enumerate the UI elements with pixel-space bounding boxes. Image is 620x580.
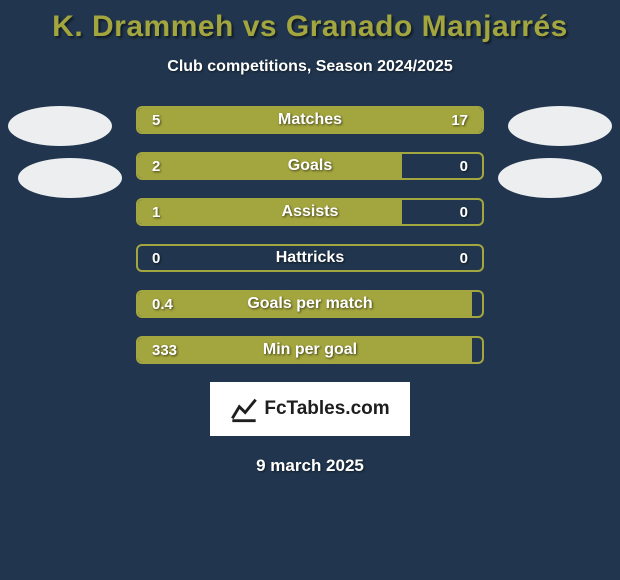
stat-value-right: 0: [446, 200, 482, 224]
stat-label: Hattricks: [138, 246, 482, 270]
bar-track: 20Goals: [136, 152, 484, 180]
bar-track: 10Assists: [136, 198, 484, 226]
player2-avatar-icon: [508, 106, 612, 146]
player1-avatar-icon: [8, 106, 112, 146]
stat-row: 333Min per goal: [136, 336, 484, 364]
comparison-chart: 517Matches20Goals10Assists00Hattricks0.4…: [0, 106, 620, 364]
stat-value-left: 2: [138, 154, 174, 178]
stat-row: 0 0Hattricks: [136, 244, 484, 272]
bar-track: 0.4Goals per match: [136, 290, 484, 318]
player1-avatar-icon: [18, 158, 122, 198]
stat-row: 0.4Goals per match: [136, 290, 484, 318]
stat-row: 517Matches: [136, 106, 484, 134]
date-label: 9 march 2025: [0, 456, 620, 476]
stat-value-right: 0: [446, 154, 482, 178]
stat-value-right: [454, 292, 482, 316]
badge-text: FcTables.com: [264, 398, 389, 420]
player2-avatar-icon: [498, 158, 602, 198]
stat-value-left: 1: [138, 200, 174, 224]
stat-value-left: 0: [138, 246, 174, 270]
stat-value-left: 333: [138, 338, 191, 362]
bar-left-fill: [138, 200, 402, 224]
subtitle: Club competitions, Season 2024/2025: [0, 58, 620, 76]
stat-row: 10Assists: [136, 198, 484, 226]
stat-value-left: 5: [138, 108, 174, 132]
bar-track: 517Matches: [136, 106, 484, 134]
stat-value-right: 0: [446, 246, 482, 270]
stat-value-right: [454, 338, 482, 362]
page-title: K. Drammeh vs Granado Manjarrés: [0, 0, 620, 44]
bar-left-fill: [138, 292, 472, 316]
bar-track: 333Min per goal: [136, 336, 484, 364]
fctables-badge: FcTables.com: [210, 382, 410, 436]
stat-value-right: 17: [437, 108, 482, 132]
stat-value-left: 0.4: [138, 292, 187, 316]
chart-icon: [230, 395, 258, 423]
bar-left-fill: [138, 154, 402, 178]
bar-track: 0 0Hattricks: [136, 244, 484, 272]
stat-row: 20Goals: [136, 152, 484, 180]
